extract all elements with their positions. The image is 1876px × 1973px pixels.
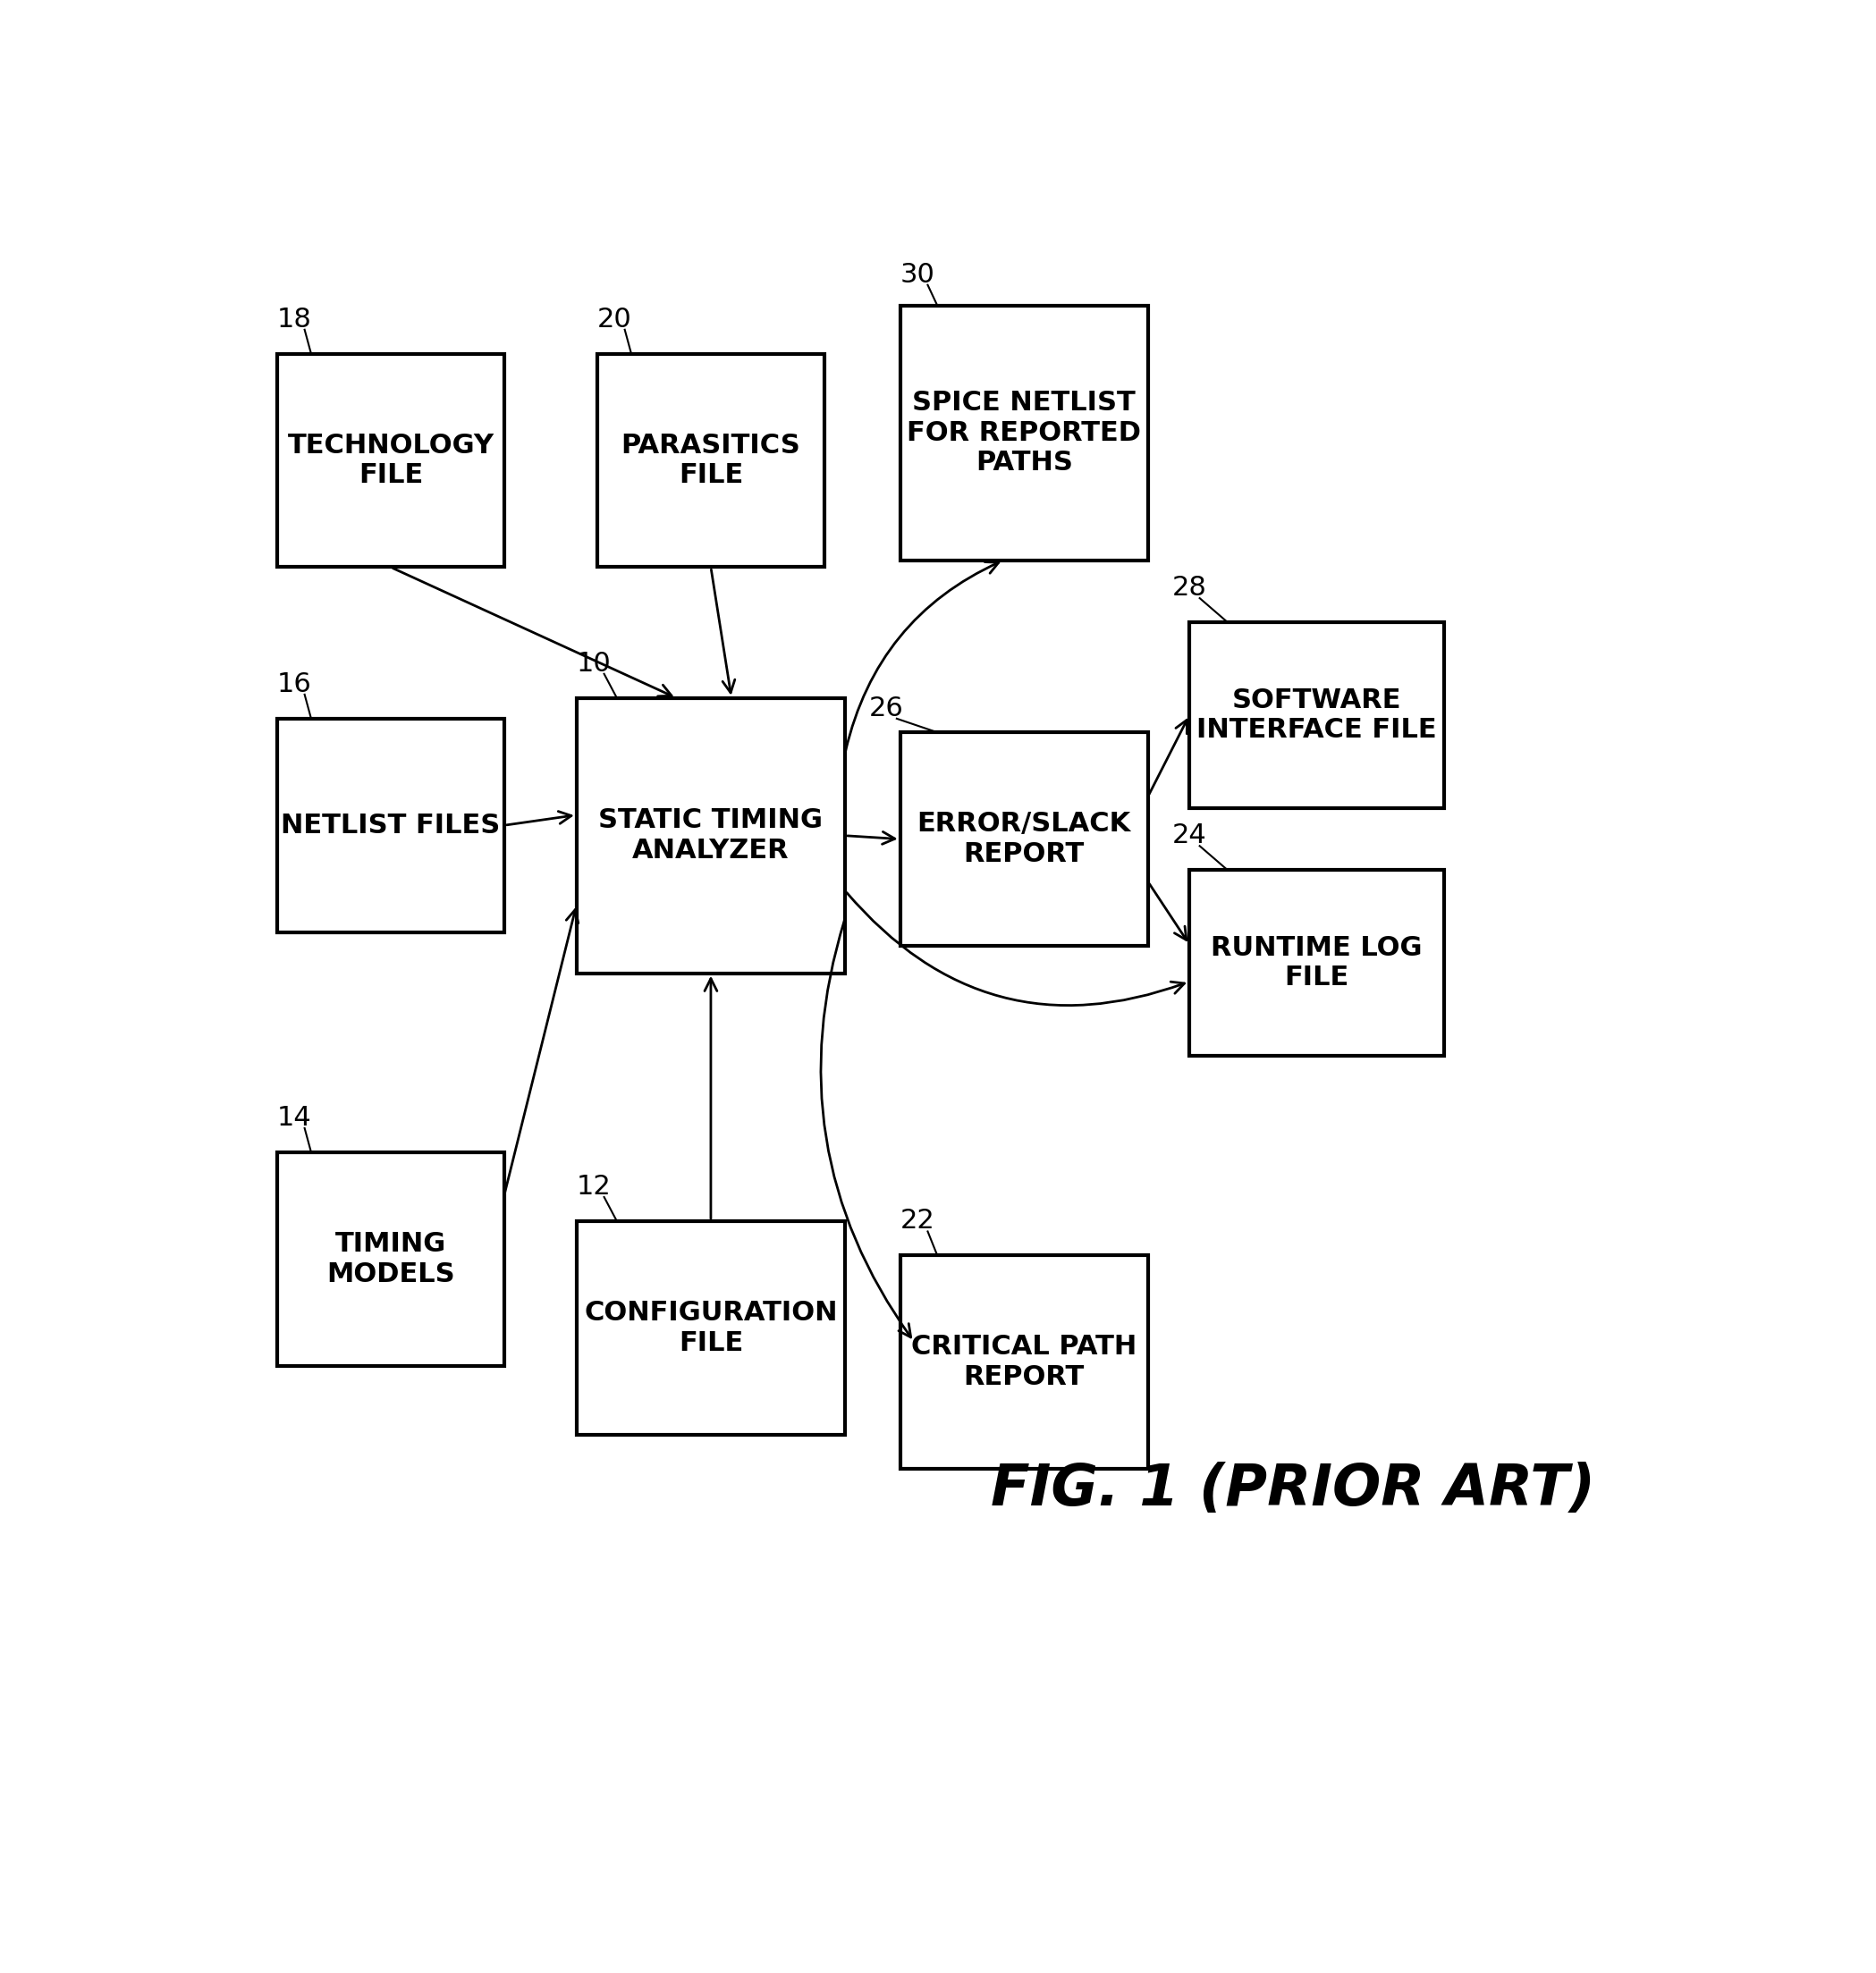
Text: 12: 12 [576,1174,612,1200]
Text: 26: 26 [869,694,904,722]
Text: 20: 20 [597,306,632,331]
Text: PARASITICS
FILE: PARASITICS FILE [621,432,801,489]
Bar [576,698,844,973]
Bar [278,1152,505,1365]
Text: RUNTIME LOG
FILE: RUNTIME LOG FILE [1212,935,1422,990]
Text: SOFTWARE
INTERFACE FILE: SOFTWARE INTERFACE FILE [1197,687,1437,744]
Bar [1189,621,1445,809]
Text: 10: 10 [576,651,612,677]
Text: 30: 30 [900,262,934,288]
Text: 24: 24 [1172,823,1206,848]
Text: CRITICAL PATH
REPORT: CRITICAL PATH REPORT [912,1334,1137,1391]
Text: TIMING
MODELS: TIMING MODELS [326,1231,454,1286]
Text: 22: 22 [900,1207,934,1233]
Text: 18: 18 [278,306,311,331]
Text: NETLIST FILES: NETLIST FILES [281,813,501,839]
Text: CONFIGURATION
FILE: CONFIGURATION FILE [583,1300,837,1355]
Bar [900,732,1148,945]
Bar [576,1221,844,1434]
Text: ERROR/SLACK
REPORT: ERROR/SLACK REPORT [917,811,1131,866]
Text: 16: 16 [278,671,311,696]
Bar [278,353,505,566]
Text: STATIC TIMING
ANALYZER: STATIC TIMING ANALYZER [598,807,824,864]
Text: SPICE NETLIST
FOR REPORTED
PATHS: SPICE NETLIST FOR REPORTED PATHS [906,391,1141,475]
Text: TECHNOLOGY
FILE: TECHNOLOGY FILE [287,432,493,489]
Text: 14: 14 [278,1105,311,1131]
Text: FIG. 1 (PRIOR ART): FIG. 1 (PRIOR ART) [991,1462,1595,1517]
Bar [900,306,1148,560]
Bar [278,718,505,931]
Bar [1189,870,1445,1056]
Bar [597,353,824,566]
Text: 28: 28 [1172,574,1206,602]
Bar [900,1255,1148,1470]
